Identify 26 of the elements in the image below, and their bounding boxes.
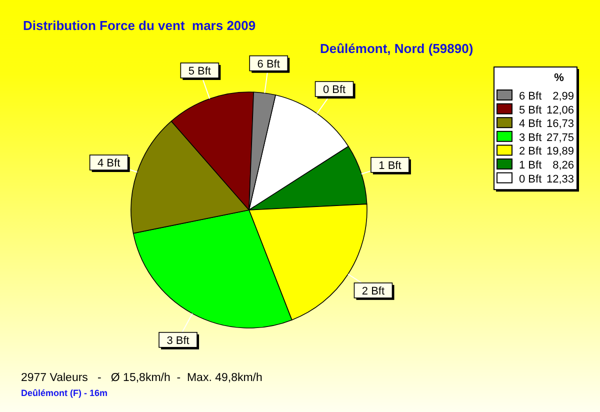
slice-label: 0 Bft (322, 84, 346, 96)
legend-label: 0 Bft (519, 173, 542, 186)
slice-label: 6 Bft (257, 58, 280, 70)
data-label: 2,99 (552, 90, 574, 102)
legend-label: 5 Bft (519, 104, 542, 116)
slice-label: 2 Bft (362, 285, 385, 298)
data-label: 27,75 (546, 132, 574, 144)
legend-label: 4 Bft (519, 118, 542, 130)
data-label: 12,33 (546, 173, 574, 186)
legend-label: 2 Bft (519, 146, 542, 158)
legend-title: % (554, 72, 564, 84)
slice-label: 1 Bft (378, 160, 402, 172)
chart-subtitle: Deûlémont, Nord (59890) (320, 41, 474, 56)
data-label: 8,26 (552, 160, 574, 172)
legend-label: 6 Bft (519, 90, 542, 102)
slice-label: 3 Bft (166, 334, 190, 347)
chart-title: Distribution Force du vent mars 2009 (23, 18, 256, 33)
slice-label: 5 Bft (188, 65, 211, 78)
legend-label: 3 Bft (519, 132, 542, 144)
data-label: 19,89 (546, 146, 574, 158)
text: Deûlémont (F) - 16m (21, 388, 108, 398)
legend-label: 1 Bft (519, 160, 542, 172)
data-label: 12,06 (546, 104, 574, 116)
slice-label: 4 Bft (98, 158, 120, 170)
data-label: 16,73 (546, 118, 574, 130)
text: 2977 Valeurs - Ø 15,8km/h - Max. 49,8km/h (21, 372, 262, 384)
